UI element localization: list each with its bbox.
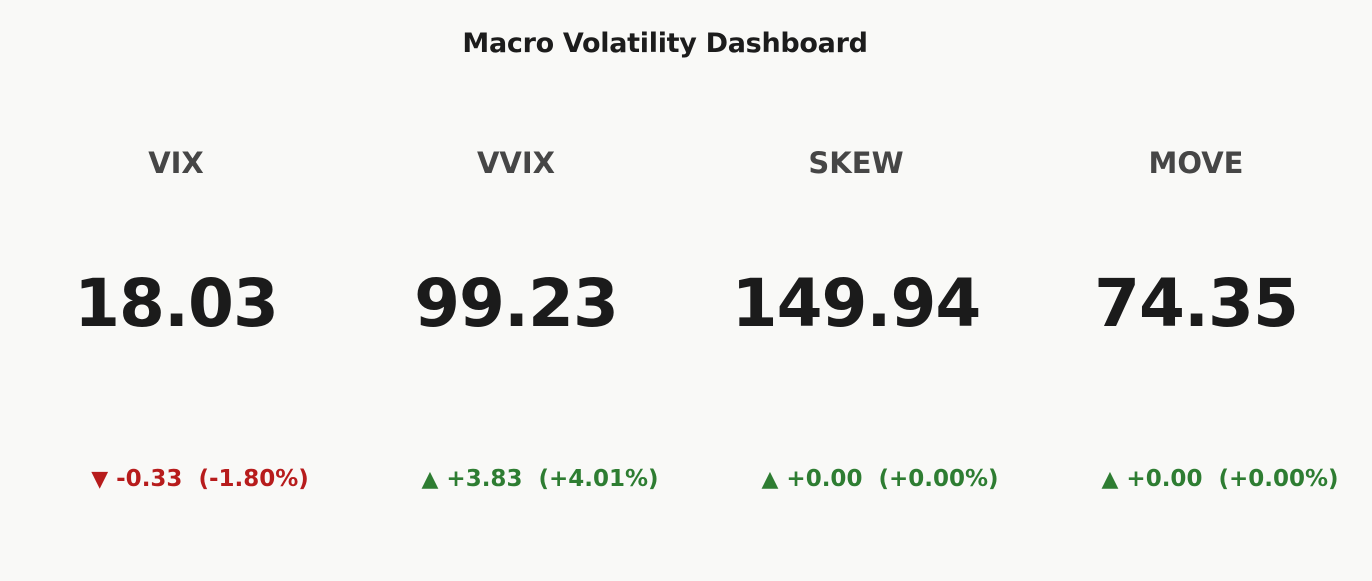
card-move: MOVE 74.35 ▲ +0.00 (+0.00%) (1026, 0, 1366, 581)
change-percent: (+0.00%) (1218, 466, 1339, 492)
index-label: MOVE (1148, 146, 1244, 180)
index-value: 149.94 (731, 265, 982, 342)
card-vvix: VVIX 99.23 ▲ +3.83 (+4.01%) (346, 0, 686, 581)
index-cards: VIX 18.03 ▼ -0.33 (-1.80%) VVIX 99.23 ▲ +3.… (6, 0, 1366, 581)
change-value: +0.00 (786, 466, 863, 492)
card-vix: VIX 18.03 ▼ -0.33 (-1.80%) (6, 0, 346, 581)
index-change: ▲ +3.83 (+4.01%) (346, 440, 686, 518)
change-percent: (+0.00%) (878, 466, 999, 492)
index-label: VVIX (476, 146, 556, 180)
card-skew: SKEW 149.94 ▲ +0.00 (+0.00%) (686, 0, 1026, 581)
index-change: ▲ +0.00 (+0.00%) (1026, 440, 1366, 518)
index-change: ▲ +0.00 (+0.00%) (686, 440, 1026, 518)
index-value: 74.35 (1094, 265, 1299, 342)
index-value: 18.03 (74, 265, 279, 342)
index-value: 99.23 (414, 265, 619, 342)
triangle-down-icon: ▼ (91, 467, 109, 492)
change-percent: (-1.80%) (198, 466, 309, 492)
change-value: -0.33 (116, 466, 183, 492)
dashboard-title: Macro Volatility Dashboard (462, 28, 868, 59)
triangle-up-icon: ▲ (1101, 467, 1119, 492)
triangle-up-icon: ▲ (421, 467, 439, 492)
change-value: +0.00 (1126, 466, 1203, 492)
index-change: ▼ -0.33 (-1.80%) (6, 440, 346, 518)
index-label: VIX (148, 146, 204, 180)
triangle-up-icon: ▲ (761, 467, 779, 492)
change-percent: (+4.01%) (538, 466, 659, 492)
change-value: +3.83 (446, 466, 523, 492)
index-label: SKEW (808, 146, 904, 180)
